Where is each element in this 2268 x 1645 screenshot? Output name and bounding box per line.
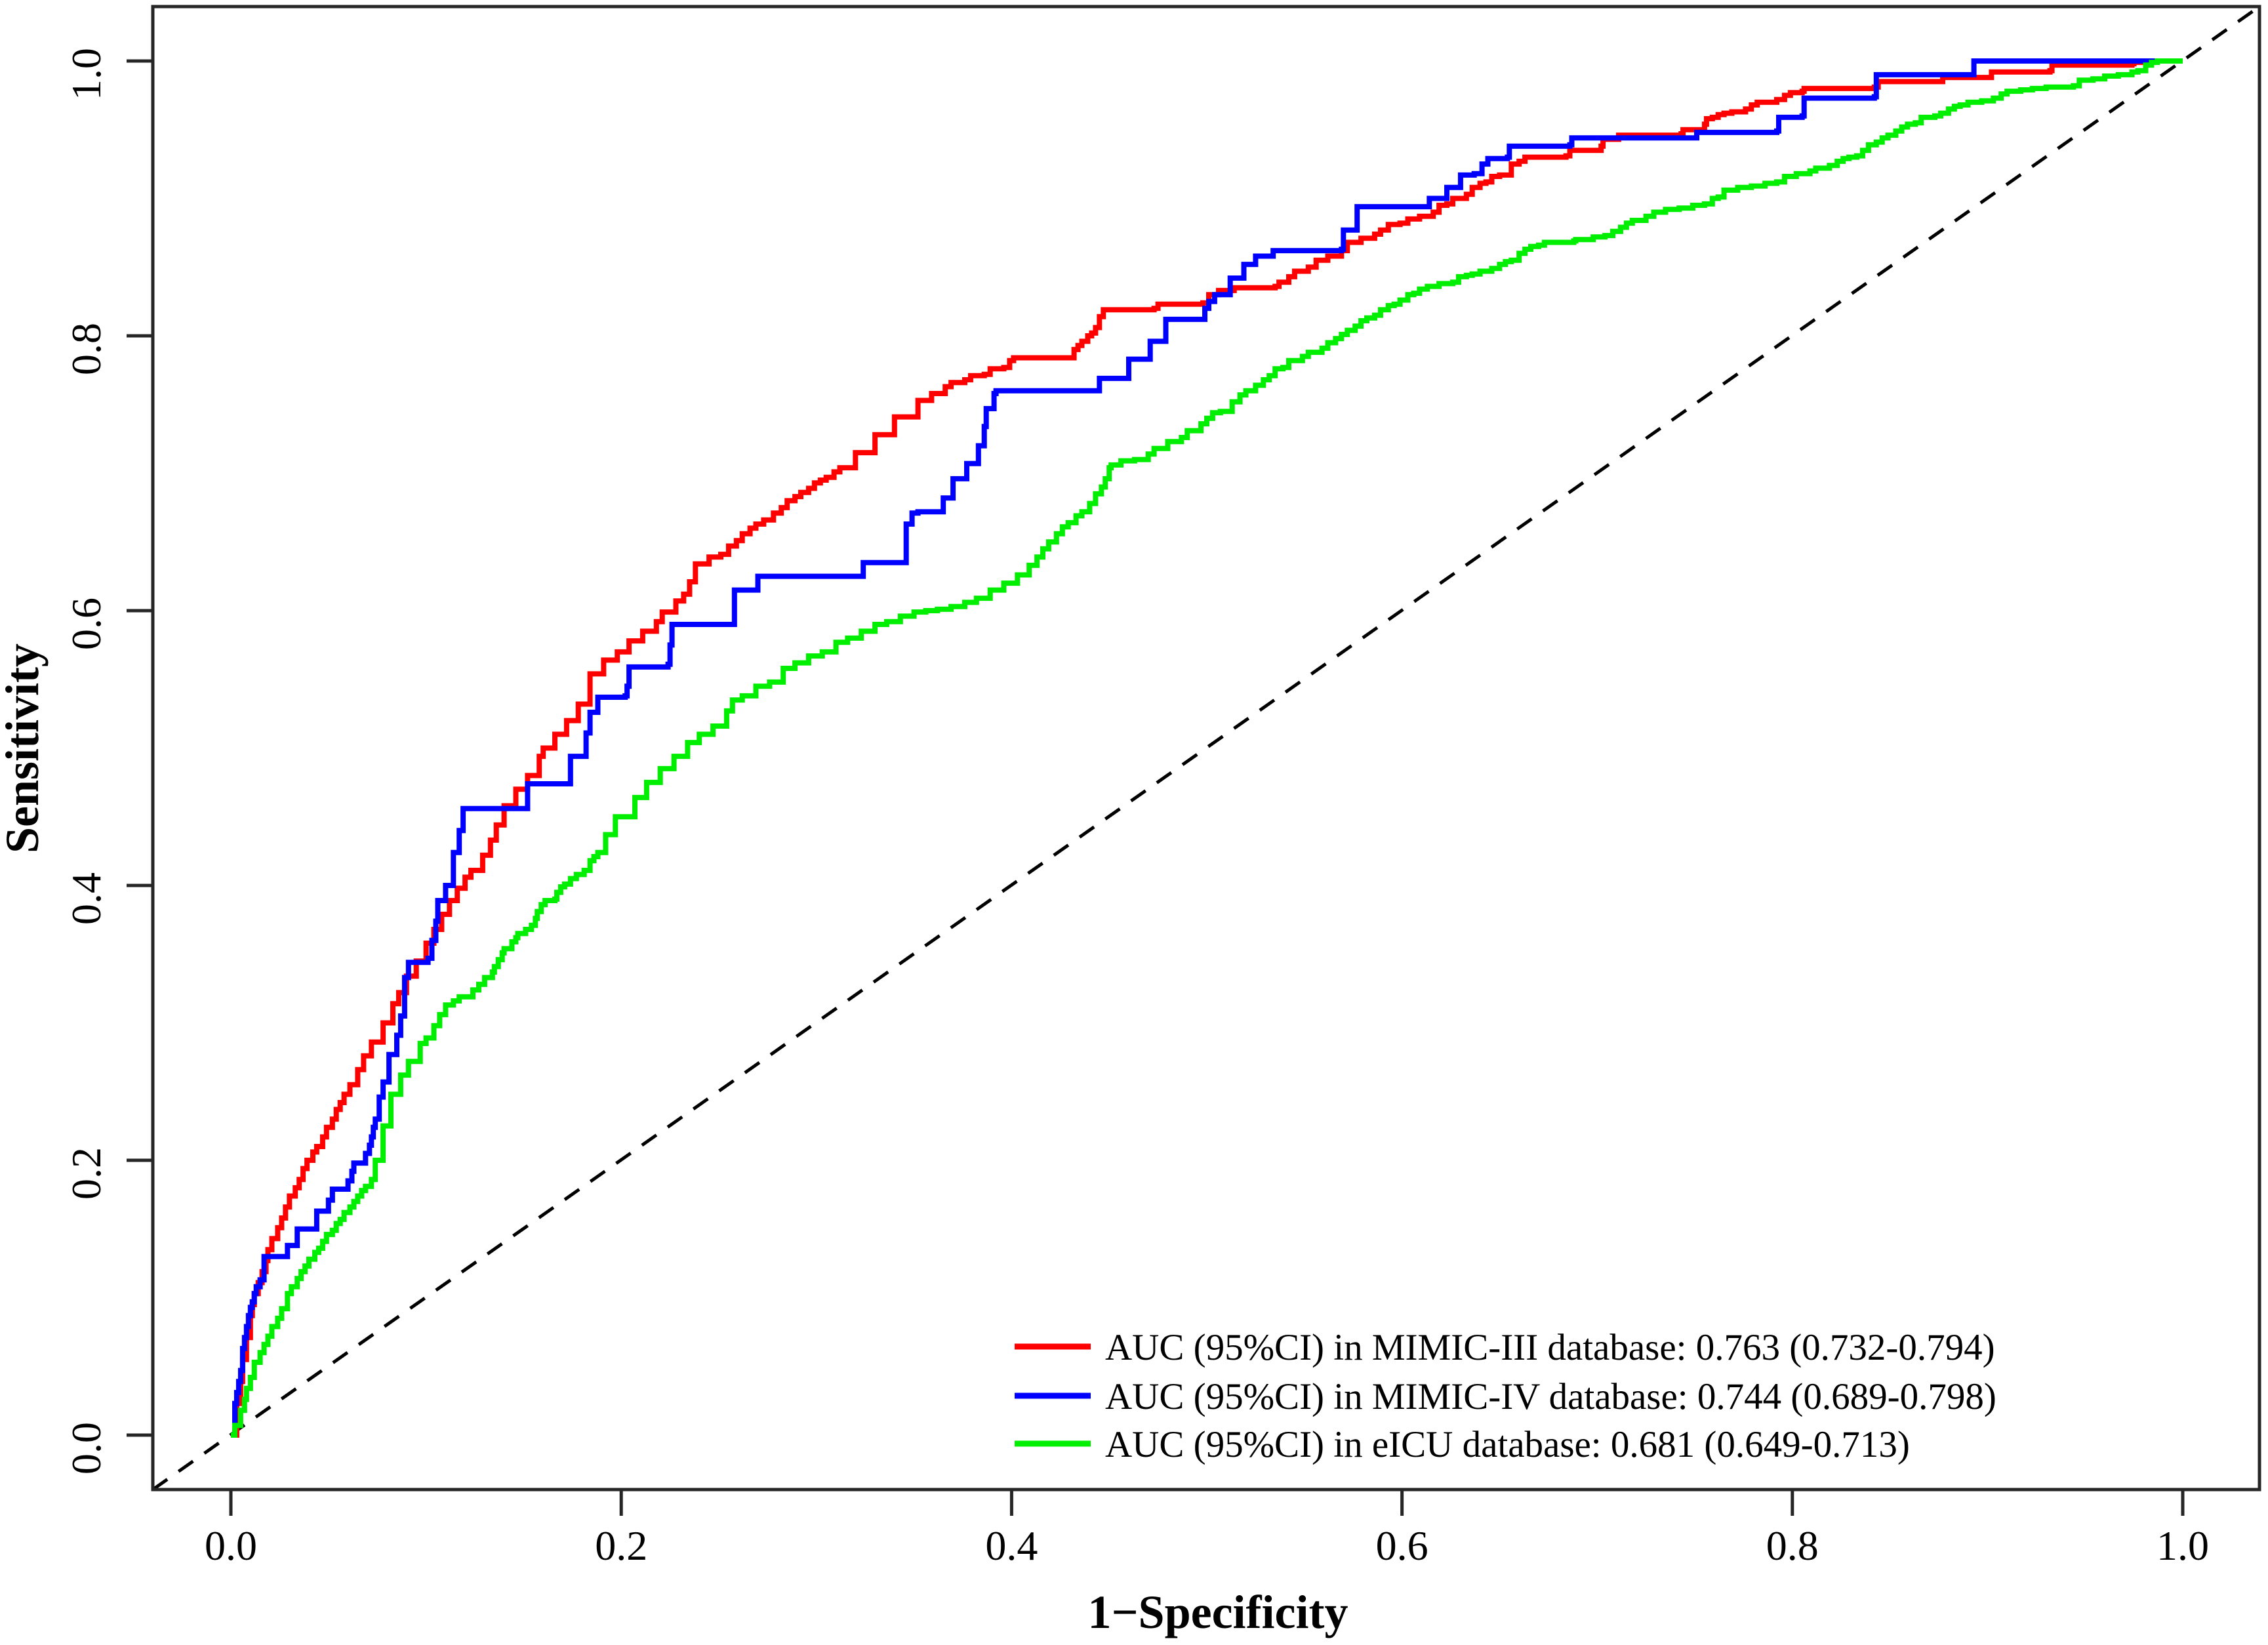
- x-axis-title: 1−Specificity: [1088, 1586, 1348, 1638]
- y-tick-label-0.6: 0.6: [63, 598, 110, 650]
- plot-box-border: [151, 5, 2261, 1492]
- x-tick-label-0.8: 0.8: [1766, 1522, 1819, 1569]
- x-tick-label-0.4: 0.4: [985, 1522, 1038, 1569]
- x-tick-label-1.0: 1.0: [2157, 1522, 2209, 1569]
- legend-label-mimic3: AUC (95%CI) in MIMIC-III database: 0.763…: [1105, 1327, 1995, 1368]
- axis-tick-labels-group: 0.0 0.2 0.4 0.6 0.8 1.0 0.0 0.2 0.4 0.6 0.8 1.0: [63, 48, 2209, 1569]
- roc-curve-mimic-iii: [231, 58, 2183, 1438]
- legend-label-mimic4: AUC (95%CI) in MIMIC-IV database: 0.744 …: [1105, 1376, 1996, 1417]
- axis-ticks-group: [127, 59, 2185, 1516]
- legend: AUC (95%CI) in MIMIC-III database: 0.763…: [1015, 1327, 1996, 1465]
- y-tick-label-0.0: 0.0: [63, 1422, 110, 1474]
- legend-item-mimic3: AUC (95%CI) in MIMIC-III database: 0.763…: [1015, 1327, 1995, 1368]
- x-tick-label-0.6: 0.6: [1376, 1522, 1428, 1569]
- reference-diagonal-line: [152, 5, 2261, 1492]
- y-tick-label-0.4: 0.4: [63, 872, 110, 925]
- legend-label-eicu: AUC (95%CI) in eICU database: 0.681 (0.6…: [1105, 1424, 1910, 1465]
- x-tick-label-0.2: 0.2: [595, 1522, 647, 1569]
- y-tick-label-1.0: 1.0: [63, 48, 110, 100]
- y-axis-title: Sensitivity: [0, 643, 49, 853]
- x-tick-label-0.0: 0.0: [205, 1522, 257, 1569]
- y-tick-label-0.8: 0.8: [63, 323, 110, 375]
- roc-curve-mimic-iv: [231, 58, 2183, 1438]
- roc-curves-group: [231, 58, 2183, 1438]
- legend-item-eicu: AUC (95%CI) in eICU database: 0.681 (0.6…: [1015, 1424, 1910, 1465]
- y-tick-label-0.2: 0.2: [63, 1147, 110, 1200]
- roc-curve-eicu: [231, 58, 2183, 1438]
- legend-item-mimic4: AUC (95%CI) in MIMIC-IV database: 0.744 …: [1015, 1376, 1996, 1417]
